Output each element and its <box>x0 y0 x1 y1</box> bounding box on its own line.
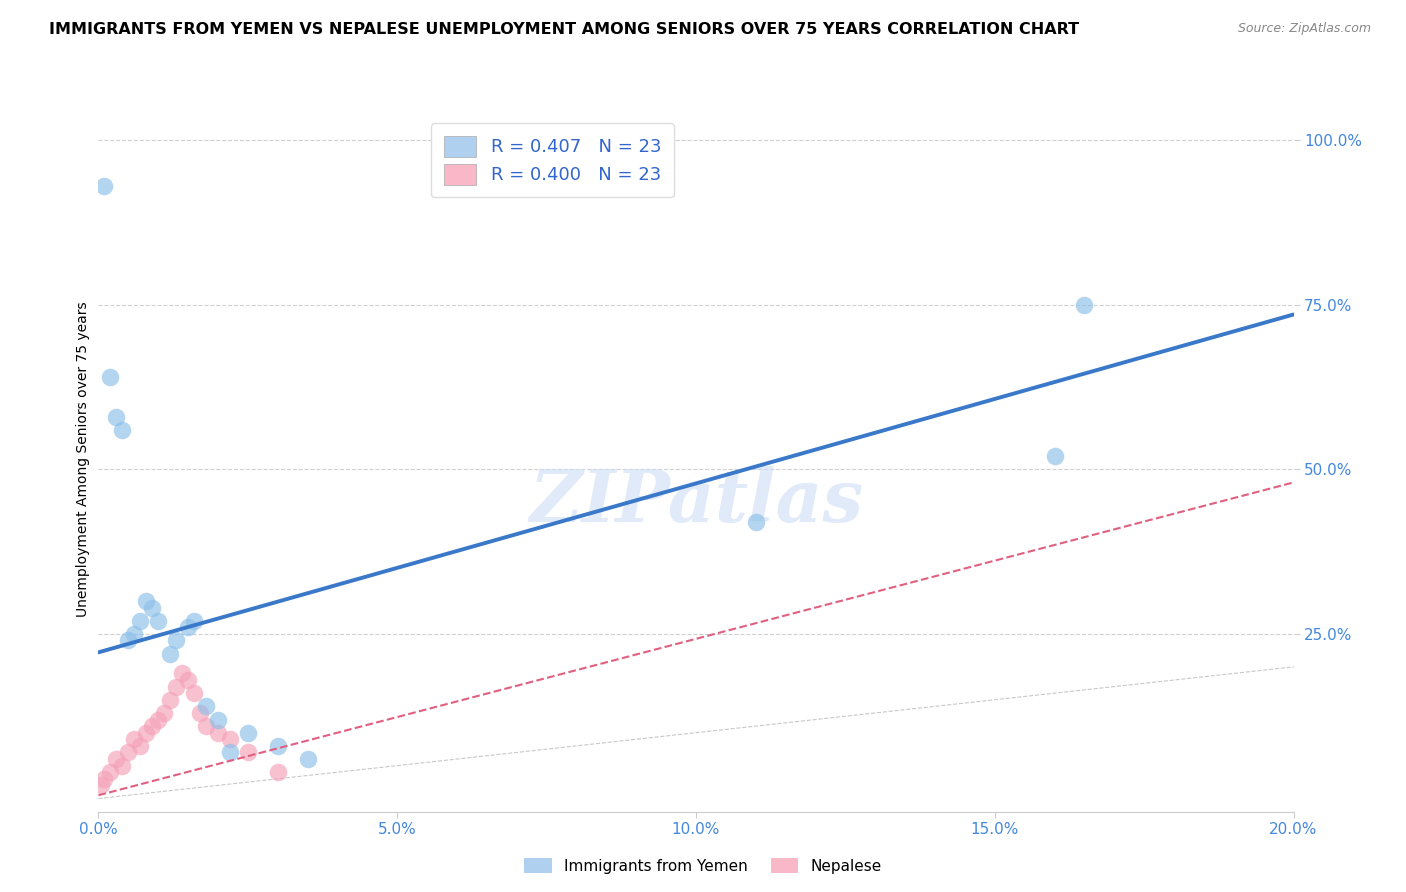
Point <box>148 614 170 628</box>
Point <box>267 739 290 753</box>
Point <box>219 746 242 760</box>
Point <box>93 772 115 786</box>
Point <box>207 713 229 727</box>
Point <box>93 179 115 194</box>
Point <box>177 673 200 687</box>
Point <box>183 614 205 628</box>
Point <box>207 725 229 739</box>
Text: IMMIGRANTS FROM YEMEN VS NEPALESE UNEMPLOYMENT AMONG SENIORS OVER 75 YEARS CORRE: IMMIGRANTS FROM YEMEN VS NEPALESE UNEMPL… <box>49 22 1080 37</box>
Point <box>105 409 128 424</box>
Point <box>745 515 768 529</box>
Point <box>236 746 259 760</box>
Legend: Immigrants from Yemen, Nepalese: Immigrants from Yemen, Nepalese <box>519 852 887 880</box>
Point <box>159 647 181 661</box>
Point <box>90 778 112 792</box>
Point <box>177 620 200 634</box>
Point <box>117 633 139 648</box>
Point <box>159 692 181 706</box>
Point <box>98 765 122 780</box>
Point <box>129 739 152 753</box>
Point <box>148 713 170 727</box>
Point <box>188 706 211 720</box>
Point <box>135 725 157 739</box>
Point <box>195 719 218 733</box>
Point <box>105 752 128 766</box>
Y-axis label: Unemployment Among Seniors over 75 years: Unemployment Among Seniors over 75 years <box>76 301 90 617</box>
Point <box>165 680 187 694</box>
Point <box>172 666 194 681</box>
Point <box>98 370 122 384</box>
Point <box>135 594 157 608</box>
Point <box>219 732 242 747</box>
Point <box>153 706 176 720</box>
Point <box>183 686 205 700</box>
Point <box>267 765 290 780</box>
Point <box>297 752 319 766</box>
Point <box>141 719 163 733</box>
Point <box>111 758 134 772</box>
Point <box>195 699 218 714</box>
Legend: R = 0.407   N = 23, R = 0.400   N = 23: R = 0.407 N = 23, R = 0.400 N = 23 <box>432 123 673 197</box>
Point <box>129 614 152 628</box>
Point <box>1073 297 1095 311</box>
Point <box>117 746 139 760</box>
Text: ZIPatlas: ZIPatlas <box>529 467 863 537</box>
Point <box>141 600 163 615</box>
Point <box>165 633 187 648</box>
Point <box>124 732 146 747</box>
Point <box>111 423 134 437</box>
Point <box>1043 449 1066 463</box>
Point <box>124 627 146 641</box>
Point <box>236 725 259 739</box>
Text: Source: ZipAtlas.com: Source: ZipAtlas.com <box>1237 22 1371 36</box>
